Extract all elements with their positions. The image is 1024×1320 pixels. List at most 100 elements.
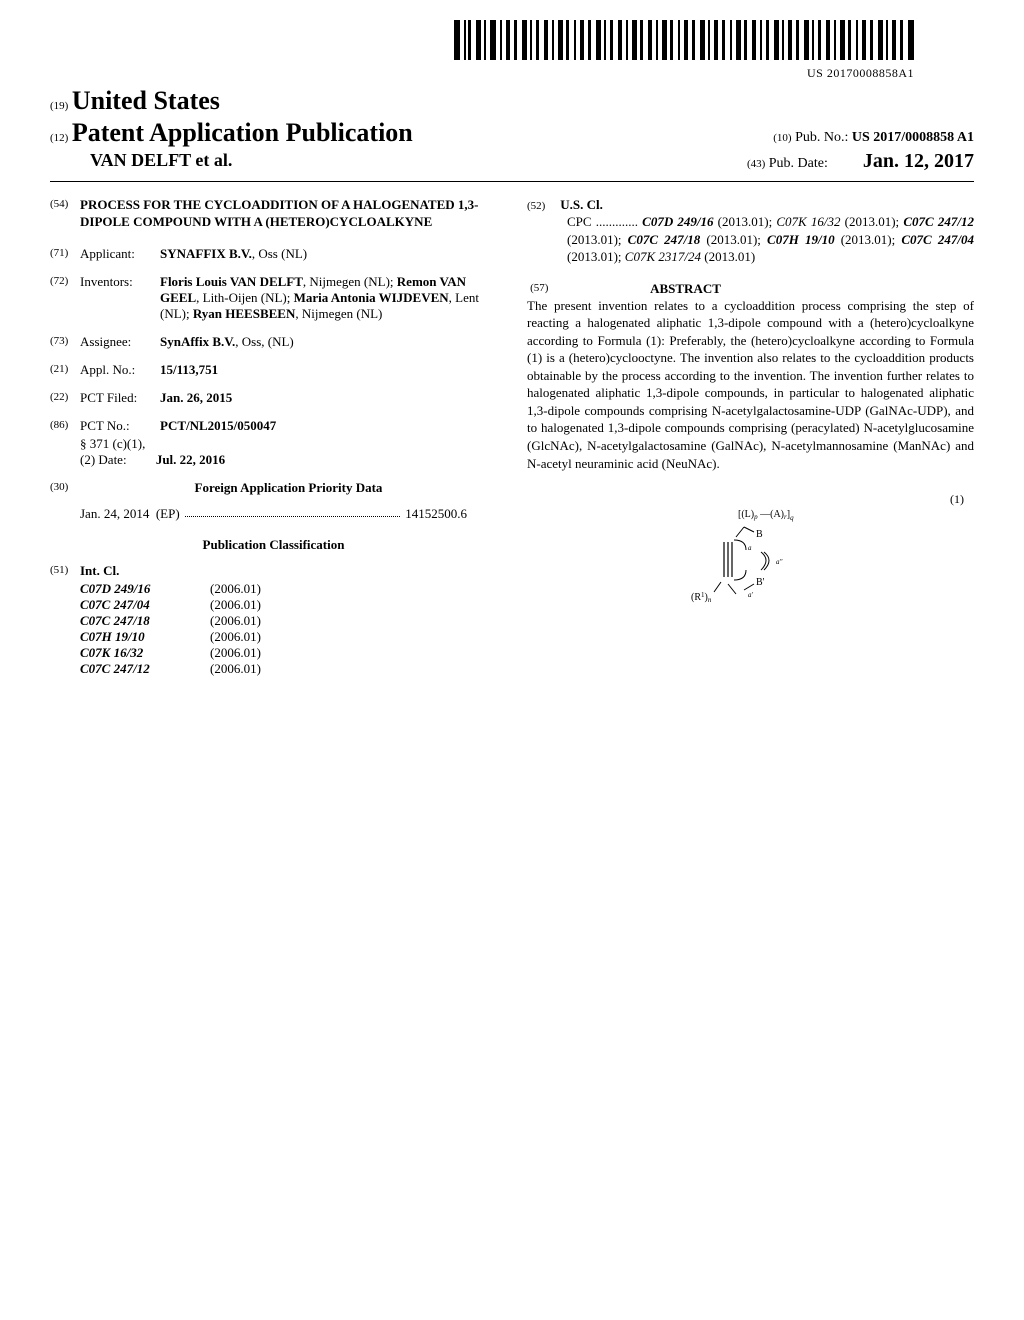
pub-no-num: (10) [773, 132, 791, 144]
inventor-name: Maria Antonia WIJDEVEN [294, 290, 449, 305]
inventors-label: Inventors: [80, 274, 160, 290]
country-num: (19) [50, 100, 68, 112]
inventor-loc: , Nijmegen (NL) [295, 306, 382, 321]
appl-no-value: 15/113,751 [160, 362, 497, 378]
svg-text:a: a [748, 544, 752, 552]
applicant-loc: , Oss (NL) [252, 246, 307, 261]
abstract-text: The present invention relates to a cyclo… [527, 297, 974, 472]
int-cl-row: C07C 247/04(2006.01) [80, 597, 497, 613]
applicant-label: Applicant: [80, 246, 160, 262]
pct-no-label: PCT No.: [80, 418, 160, 434]
int-cl-row: C07C 247/18(2006.01) [80, 613, 497, 629]
pct-filed-label: PCT Filed: [80, 390, 160, 406]
svg-text:a": a" [776, 558, 783, 566]
appl-no-label: Appl. No.: [80, 362, 160, 378]
int-cl-date: (2006.01) [210, 613, 261, 629]
barcode-image [454, 20, 914, 60]
abstract-header-row: (57) ABSTRACT [527, 281, 974, 297]
pub-no-label: Pub. No.: [795, 130, 848, 145]
abstract-label: ABSTRACT [650, 281, 721, 297]
int-cl-date: (2006.01) [210, 597, 261, 613]
barcode-number: US 20170008858A1 [50, 66, 914, 81]
foreign-num: (30) [50, 480, 80, 493]
svg-text:a': a' [748, 591, 754, 599]
foreign-header-row: (30) Foreign Application Priority Data [50, 480, 497, 496]
title-value: PROCESS FOR THE CYCLOADDITION OF A HALOG… [80, 197, 497, 231]
int-cl-date: (2006.01) [210, 581, 261, 597]
svg-text:B': B' [756, 577, 765, 588]
int-cl-code: C07H 19/10 [80, 629, 210, 645]
pct-no-num: (86) [50, 418, 80, 431]
barcode-section: US 20170008858A1 [50, 20, 974, 81]
inventors-num: (72) [50, 274, 80, 287]
pub-date-num: (43) [747, 158, 765, 170]
country-name: United States [72, 86, 220, 115]
pub-type-text: Patent Application Publication [72, 118, 413, 147]
inventor-name: Ryan HEESBEEN [193, 306, 296, 321]
left-column: (54) PROCESS FOR THE CYCLOADDITION OF A … [50, 197, 497, 677]
assignee-num: (73) [50, 334, 80, 347]
applicant-name: SYNAFFIX B.V. [160, 246, 252, 261]
pct-date-row: (2) Date: Jul. 22, 2016 [50, 452, 497, 468]
int-cl-row: C07H 19/10(2006.01) [80, 629, 497, 645]
title-field: (54) PROCESS FOR THE CYCLOADDITION OF A … [50, 197, 497, 231]
int-cl-date: (2006.01) [210, 661, 261, 677]
assignee-field: (73) Assignee: SynAffix B.V., Oss, (NL) [50, 334, 497, 350]
int-cl-row: C07C 247/12(2006.01) [80, 661, 497, 677]
applicant-field: (71) Applicant: SYNAFFIX B.V., Oss (NL) [50, 246, 497, 262]
formula-label: (1) [950, 492, 964, 507]
inventors-value: Floris Louis VAN DELFT, Nijmegen (NL); R… [160, 274, 497, 322]
int-cl-date: (2006.01) [210, 629, 261, 645]
pub-type-num: (12) [50, 132, 68, 144]
svg-text:[(L)p —(A)r]q: [(L)p —(A)r]q [738, 509, 794, 522]
inventor-loc: , Nijmegen (NL); [303, 274, 397, 289]
header-section: (19) United States (12) Patent Applicati… [50, 86, 974, 173]
applicant-value: SYNAFFIX B.V., Oss (NL) [160, 246, 497, 262]
pct-date-value: Jul. 22, 2016 [156, 452, 225, 467]
assignee-value: SynAffix B.V., Oss, (NL) [160, 334, 497, 350]
inventors-field: (72) Inventors: Floris Louis VAN DELFT, … [50, 274, 497, 322]
int-cl-label: Int. Cl. [80, 563, 497, 579]
us-cl-field: (52) U.S. Cl. CPC ............. C07D 249… [527, 197, 974, 266]
pct-filed-value: Jan. 26, 2015 [160, 390, 497, 406]
pub-no-value: US 2017/0008858 A1 [852, 130, 974, 145]
pct-no-value: PCT/NL2015/050047 [160, 418, 497, 434]
inventor-loc: , Lith-Oijen (NL); [196, 290, 293, 305]
pct-no-field: (86) PCT No.: PCT/NL2015/050047 [50, 418, 497, 434]
pub-date: (43) Pub. Date: Jan. 12, 2017 [747, 150, 974, 173]
foreign-header: Foreign Application Priority Data [80, 480, 497, 496]
foreign-no: 14152500.6 [405, 506, 467, 522]
us-cl-content: CPC ............. C07D 249/16 (2013.01);… [527, 213, 974, 266]
int-cl-table: C07D 249/16(2006.01)C07C 247/04(2006.01)… [50, 581, 497, 677]
int-cl-date: (2006.01) [210, 645, 261, 661]
foreign-country: (EP) [156, 506, 180, 522]
assignee-label: Assignee: [80, 334, 160, 350]
int-cl-code: C07C 247/12 [80, 661, 210, 677]
int-cl-code: C07D 249/16 [80, 581, 210, 597]
right-column: (52) U.S. Cl. CPC ............. C07D 249… [527, 197, 974, 677]
applicant-num: (71) [50, 246, 80, 259]
us-cl-num: (52) [527, 199, 557, 212]
svg-text:B: B [756, 529, 763, 540]
appl-no-field: (21) Appl. No.: 15/113,751 [50, 362, 497, 378]
svg-text:(R1)n: (R1)n [691, 591, 712, 604]
int-cl-code: C07C 247/18 [80, 613, 210, 629]
foreign-date: Jan. 24, 2014 [80, 506, 149, 522]
country-line: (19) United States [50, 86, 974, 116]
us-cl-label: U.S. Cl. [560, 197, 603, 212]
header-divider [50, 181, 974, 182]
formula-container: (1) [(L)p —(A)r]q B a a" B' a' (R1)n [527, 502, 974, 636]
pub-date-value: Jan. 12, 2017 [863, 150, 974, 172]
pub-type: (12) Patent Application Publication [50, 118, 413, 148]
pct-filed-num: (22) [50, 390, 80, 403]
inventor-name: Floris Louis VAN DELFT [160, 274, 303, 289]
appl-no-num: (21) [50, 362, 80, 375]
assignee-name: SynAffix B.V. [160, 334, 235, 349]
int-cl-code: C07K 16/32 [80, 645, 210, 661]
int-cl-code: C07C 247/04 [80, 597, 210, 613]
pct-371: § 371 (c)(1), [50, 436, 497, 452]
pct-filed-field: (22) PCT Filed: Jan. 26, 2015 [50, 390, 497, 406]
int-cl-row: C07K 16/32(2006.01) [80, 645, 497, 661]
int-cl-row: C07D 249/16(2006.01) [80, 581, 497, 597]
pct-date-label: (2) Date: [80, 452, 127, 467]
